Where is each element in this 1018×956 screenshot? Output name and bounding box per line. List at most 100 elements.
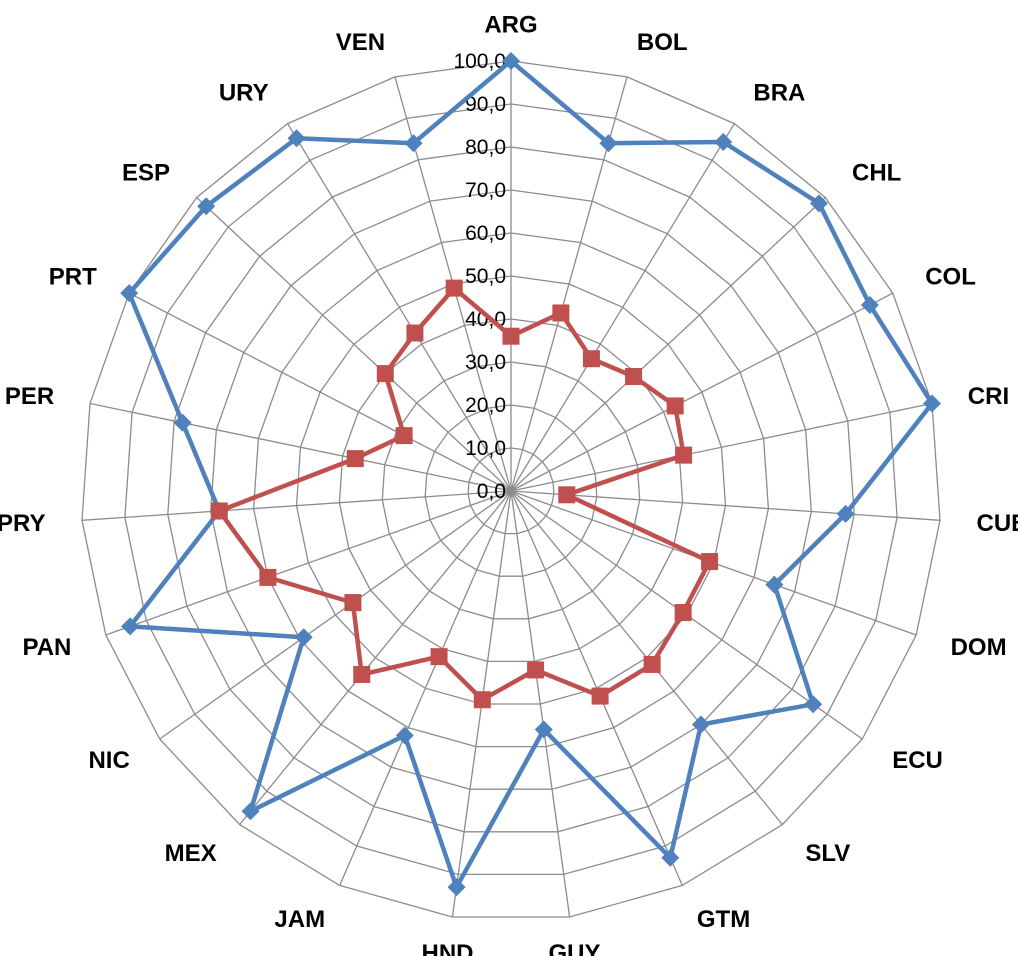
data-point (287, 129, 306, 148)
tick-label: 0,0 (477, 480, 506, 503)
tick-label: 70,0 (465, 179, 506, 202)
data-point (197, 197, 216, 216)
tick-label: 100,0 (453, 50, 506, 73)
data-point (121, 617, 140, 636)
data-point (666, 397, 684, 415)
tick-label: 10,0 (465, 437, 506, 460)
category-label: PRT (49, 263, 97, 290)
data-point (661, 848, 680, 867)
category-label: MEX (165, 840, 217, 867)
category-label: PER (5, 383, 54, 410)
category-labels: ARG BOL BRA CHL COL CRI CUB DOM ECU SLV GTM GUY HND J… (0, 11, 1018, 956)
grid-spoke (287, 123, 512, 492)
data-point (353, 665, 371, 683)
category-label: HND (422, 940, 474, 956)
tick-label: 20,0 (465, 394, 506, 417)
data-point (502, 327, 520, 345)
data-point (765, 575, 784, 594)
category-label: ARG (484, 11, 537, 38)
grid-spoke (239, 490, 512, 826)
category-label: GUY (548, 940, 600, 956)
grid-spoke (105, 490, 512, 636)
grid-spoke (339, 490, 512, 886)
grid-ring (124, 103, 898, 876)
series-layer (120, 52, 942, 897)
category-label: CHL (852, 160, 901, 187)
grid-spoke (510, 490, 941, 521)
data-point (210, 502, 228, 520)
category-label: CRI (968, 383, 1009, 410)
category-label: URY (219, 79, 269, 106)
data-point (376, 365, 394, 383)
data-point (675, 446, 693, 464)
data-point (406, 324, 424, 342)
data-point (534, 720, 553, 739)
grid-spoke (510, 402, 933, 492)
tick-label: 30,0 (465, 351, 506, 374)
category-label: DOM (951, 634, 1007, 661)
category-label: BOL (637, 29, 688, 56)
category-label: NIC (88, 747, 129, 774)
grid-ring (467, 447, 555, 535)
data-point (674, 604, 692, 622)
series-line (126, 58, 935, 890)
data-point (473, 691, 491, 709)
data-point (591, 687, 609, 705)
data-point (344, 594, 362, 612)
data-point (714, 132, 733, 151)
data-point (643, 655, 661, 673)
grid-spoke (196, 197, 512, 492)
grid-spoke (510, 292, 894, 492)
grid-spoke (89, 402, 512, 492)
data-point (395, 427, 413, 445)
data-point (430, 648, 448, 666)
grid-ring (252, 232, 770, 748)
data-point (404, 134, 423, 153)
tick-label: 50,0 (465, 265, 506, 288)
category-label: JAM (274, 906, 325, 933)
data-point (395, 726, 414, 745)
category-label: PAN (23, 634, 72, 661)
data-point (582, 350, 600, 368)
grid-ring (338, 318, 684, 663)
data-point (804, 695, 823, 714)
data-point (923, 394, 942, 413)
data-point (691, 715, 710, 734)
data-point (625, 368, 643, 386)
grid-ring (424, 404, 598, 577)
tick-label: 90,0 (465, 93, 506, 116)
series-1 (120, 52, 942, 897)
data-point (502, 52, 520, 70)
data-point (241, 802, 260, 821)
data-point (259, 568, 277, 586)
grid-spoke (128, 292, 512, 492)
grid-ring (295, 275, 727, 705)
category-label: GTM (697, 906, 750, 933)
data-point (552, 304, 570, 322)
grid-spoke (510, 197, 826, 492)
tick-label: 60,0 (465, 222, 506, 245)
tick-label: 80,0 (465, 136, 506, 159)
category-label: VEN (336, 29, 385, 56)
data-point (120, 284, 139, 303)
data-point (701, 553, 719, 571)
category-label: ESP (122, 160, 170, 187)
category-label: ECU (892, 747, 943, 774)
data-point (860, 296, 879, 315)
data-point (527, 661, 545, 679)
data-point (346, 450, 364, 468)
category-label: PRY (0, 510, 46, 537)
grid-spoke (510, 123, 735, 492)
data-point (445, 279, 463, 297)
data-point (173, 413, 192, 432)
category-label: BRA (753, 79, 805, 106)
category-label: COL (925, 263, 976, 290)
data-point (558, 486, 576, 504)
data-point (836, 504, 855, 523)
category-label: SLV (805, 840, 850, 867)
data-point (809, 194, 828, 213)
data-point (599, 134, 618, 153)
data-point (447, 878, 466, 897)
radial-tick-labels: 0,010,020,030,040,050,060,070,080,090,01… (453, 50, 506, 503)
